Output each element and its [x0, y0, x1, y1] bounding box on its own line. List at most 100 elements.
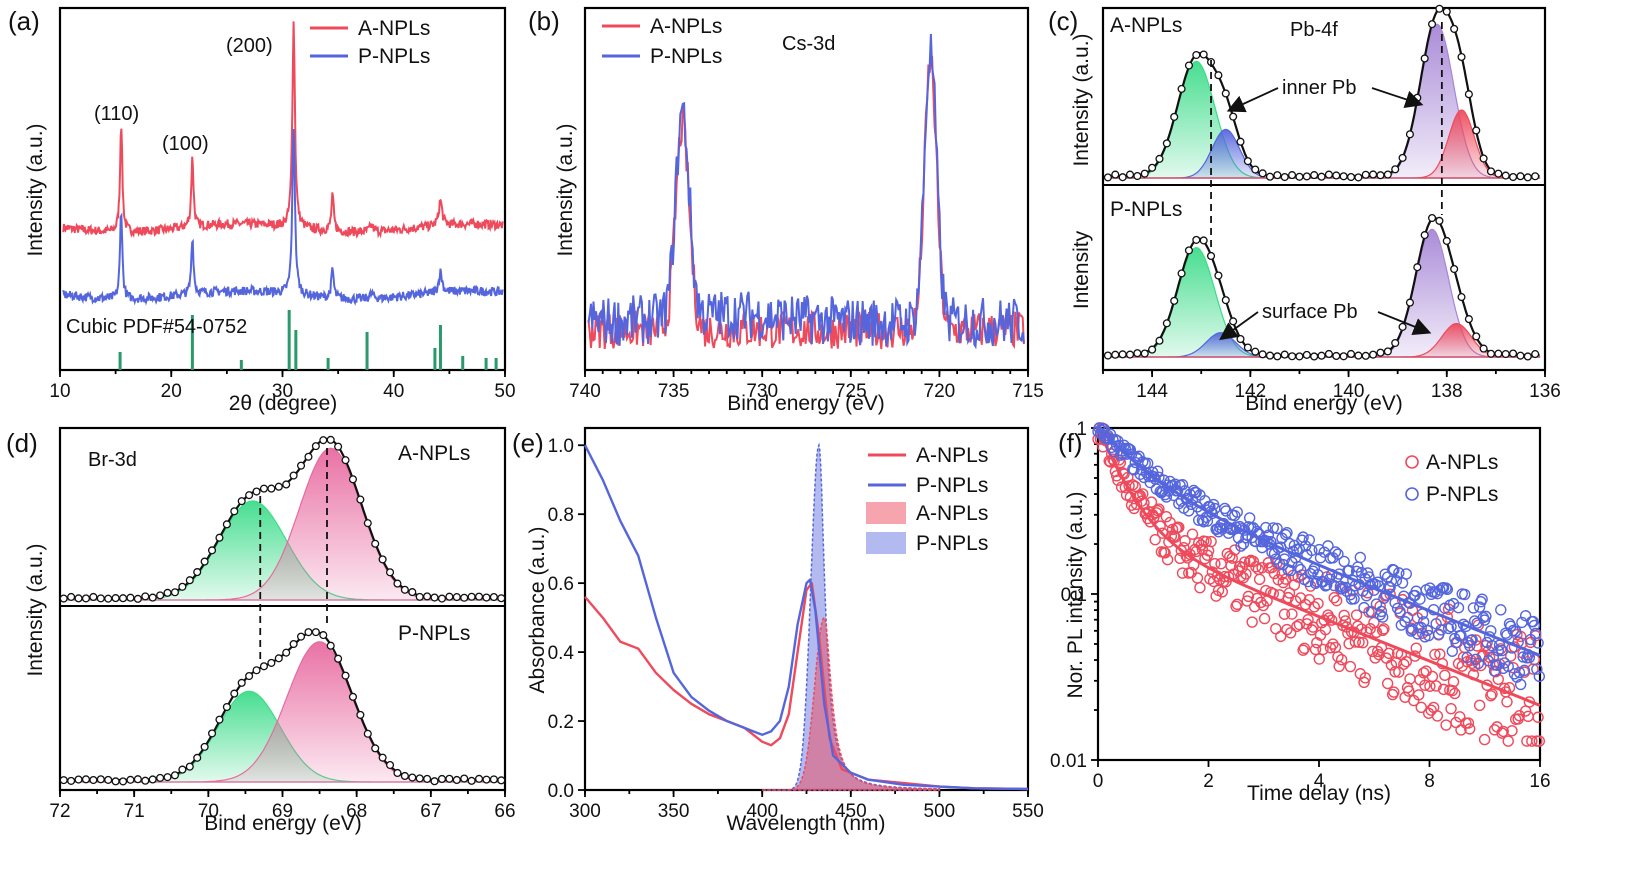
data-point — [1339, 172, 1348, 181]
data-point — [1310, 352, 1319, 361]
data-point-a-npls — [1439, 669, 1451, 681]
data-point — [1472, 332, 1481, 341]
data-point — [1346, 172, 1356, 182]
data-point-a-npls — [1463, 723, 1476, 735]
data-point — [1118, 173, 1127, 182]
data-point-a-npls — [1179, 535, 1191, 547]
data-point — [415, 774, 424, 783]
x-tick-label: 450 — [835, 801, 867, 822]
data-point — [1155, 336, 1164, 345]
data-point-p-npls — [1508, 668, 1521, 680]
data-point — [1339, 352, 1348, 361]
data-point — [230, 689, 239, 698]
data-point-a-npls — [1501, 696, 1513, 708]
data-point — [1324, 170, 1333, 179]
arrow-inner-left — [1226, 87, 1279, 113]
data-point — [482, 775, 491, 784]
x-tick-label: 735 — [658, 381, 690, 402]
panel-c-frame — [1101, 6, 1547, 372]
x-tick-label: 10 — [49, 381, 70, 402]
data-point-p-npls — [1261, 535, 1273, 547]
peak-label-100: (100) — [162, 133, 209, 155]
data-point-p-npls — [1124, 443, 1137, 456]
data-point — [237, 678, 246, 687]
data-point-a-npls — [1125, 499, 1138, 511]
data-point — [282, 648, 291, 657]
legend-a-npls-label: A-NPLs — [1426, 451, 1498, 474]
y-tick-label: 0.4 — [548, 643, 575, 664]
data-point — [400, 771, 409, 781]
data-point — [1391, 338, 1400, 348]
data-point-a-npls — [1426, 670, 1439, 683]
panel-a: 10 20 30 40 50 (a) Intensity (a.u.) 2θ (degree)… — [8, 6, 516, 415]
panel-d-label: (d) — [6, 428, 38, 458]
series-p-npls-line — [62, 128, 504, 306]
panel-d-xlabel: Bind energy (eV) — [204, 812, 362, 835]
panel-c-label: (c) — [1048, 6, 1078, 36]
data-point-a-npls — [1454, 711, 1466, 723]
reference-line — [190, 315, 194, 370]
data-point-p-npls — [1440, 582, 1452, 594]
data-point — [348, 475, 358, 484]
data-point-p-npls — [1332, 548, 1344, 560]
y-tick-label: 0.1 — [1061, 585, 1087, 606]
data-point-p-npls — [1414, 593, 1426, 605]
data-point — [1435, 4, 1444, 13]
data-point — [193, 753, 202, 762]
data-point — [1413, 93, 1422, 102]
data-point — [1273, 171, 1282, 180]
data-point — [163, 773, 172, 782]
x-tick-label: 740 — [569, 381, 601, 402]
data-point — [304, 628, 313, 637]
data-point — [1310, 171, 1319, 180]
data-point — [193, 568, 202, 577]
data-point — [1162, 139, 1171, 148]
data-point-p-npls — [1391, 602, 1404, 615]
data-point-p-npls — [1435, 624, 1447, 636]
x-tick-label: 350 — [658, 801, 690, 822]
data-point — [1280, 172, 1289, 182]
data-point — [1383, 347, 1392, 356]
x-tick-label: 69 — [272, 801, 293, 822]
data-point-a-npls — [1297, 644, 1309, 656]
data-point — [1243, 157, 1252, 166]
data-point — [1405, 298, 1414, 307]
data-point-a-npls — [1502, 735, 1514, 747]
data-point-a-npls — [1486, 688, 1498, 700]
data-point — [1140, 349, 1149, 358]
reference-line — [287, 310, 291, 370]
data-point-a-npls — [1173, 521, 1185, 533]
data-point-p-npls — [1321, 579, 1333, 591]
data-point-a-npls — [1446, 684, 1458, 697]
data-point-p-npls — [1441, 583, 1454, 596]
data-point — [1148, 163, 1157, 172]
data-point — [74, 594, 83, 603]
data-point-a-npls — [1153, 503, 1165, 515]
data-point-p-npls — [1354, 551, 1366, 564]
data-point-p-npls — [1528, 619, 1541, 632]
data-point — [467, 776, 476, 785]
data-point — [1509, 172, 1518, 182]
data-point — [1531, 172, 1540, 181]
x-tick-label: 70 — [198, 801, 219, 822]
data-point-p-npls — [1267, 522, 1279, 534]
data-point-a-npls — [1242, 590, 1255, 603]
x-tick-label: 50 — [494, 381, 515, 402]
data-point — [474, 774, 484, 783]
panel-c: 144 142 140 138 136 (c)Intensity (a.u.) Intens… — [1048, 4, 1561, 415]
x-tick-label: 144 — [1136, 381, 1168, 402]
data-point — [415, 592, 424, 601]
data-point — [200, 557, 209, 566]
data-point — [1111, 170, 1120, 179]
data-point — [1199, 50, 1208, 59]
data-point-p-npls — [1322, 540, 1334, 552]
data-point-a-npls — [1313, 653, 1325, 665]
data-point — [81, 775, 91, 784]
data-point-a-npls — [1286, 608, 1298, 620]
data-point-a-npls — [1186, 528, 1199, 540]
data-point — [289, 639, 298, 649]
data-point — [1427, 213, 1437, 223]
data-point-a-npls — [1277, 576, 1289, 589]
data-point-p-npls — [1231, 506, 1243, 518]
data-point-a-npls — [1497, 725, 1509, 738]
